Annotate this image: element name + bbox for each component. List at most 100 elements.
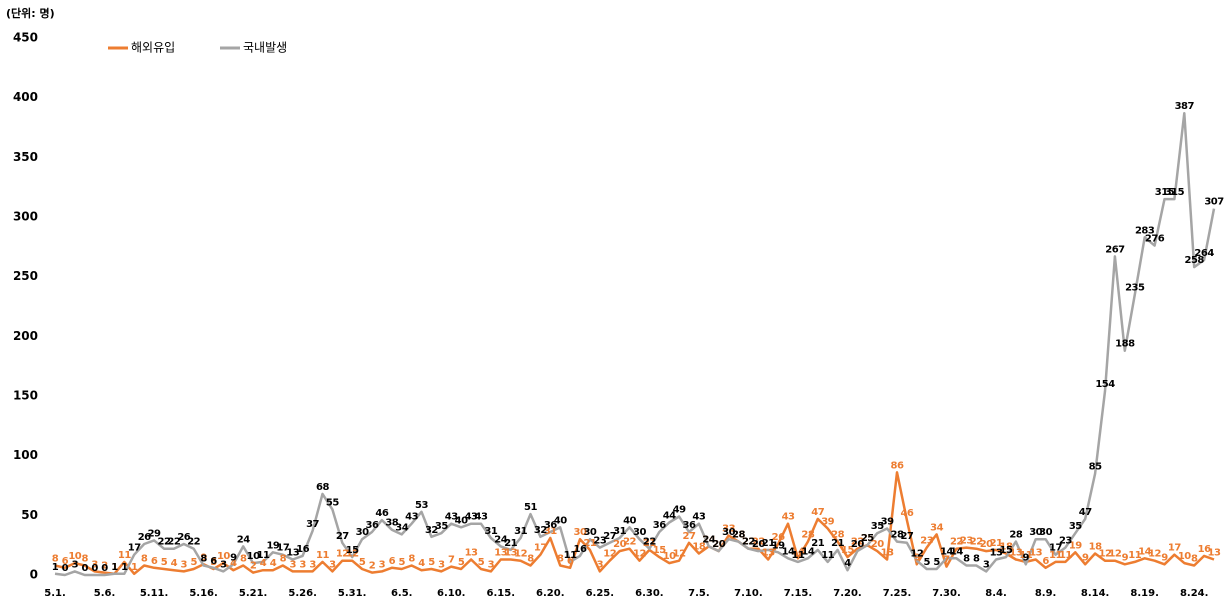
data-label: 12 [633,549,646,560]
data-label: 28 [1009,530,1022,541]
data-label: 3 [983,559,990,570]
data-label: 3 [379,559,386,570]
data-label: 21 [831,538,844,549]
data-label: 37 [306,519,319,530]
data-label: 31 [613,526,626,537]
data-label: 34 [930,522,943,533]
data-label: 188 [1115,339,1135,350]
series-line [54,471,1215,576]
data-label: 4 [260,558,267,569]
y-tick-label: 400 [13,90,38,104]
data-label: 13 [990,547,1003,558]
data-label: 8 [141,553,148,564]
data-label: 7 [448,555,455,566]
data-label: 28 [732,530,745,541]
data-label: 25 [861,533,874,544]
data-label: 235 [1125,283,1145,294]
y-tick-label: 250 [13,269,38,283]
y-tick-label: 150 [13,389,38,403]
data-label: 4 [270,558,277,569]
data-label: 5 [210,557,217,568]
y-tick-label: 100 [13,448,38,462]
data-label: 387 [1175,101,1195,112]
data-label: 10 [1178,551,1191,562]
data-label: 2 [101,561,108,572]
data-label: 20 [871,539,884,550]
data-label: 23 [1059,536,1072,547]
data-label: 6 [567,556,574,567]
x-tick-label: 7.5. [688,588,710,599]
data-label: 3 [329,559,336,570]
data-label: 27 [603,531,616,542]
data-label: 8 [81,553,88,564]
data-label: 23 [593,536,606,547]
x-tick-label: 5.11. [140,588,168,599]
data-label: 315 [1155,187,1175,198]
data-label: 4 [844,558,851,569]
data-label: 26 [138,532,151,543]
data-label: 36 [683,520,696,531]
data-label: 11 [316,550,329,561]
data-label: 30 [583,527,596,538]
data-label: 8 [973,553,980,564]
data-label: 40 [623,515,636,526]
data-label: 4 [418,558,425,569]
data-label: 30 [633,527,646,538]
data-label: 40 [455,515,468,526]
data-label: 29 [148,528,161,539]
data-label: 40 [554,515,567,526]
data-label: 9 [1122,552,1129,563]
data-label: 5 [923,557,930,568]
data-label: 31 [514,526,527,537]
data-label: 12 [1148,549,1161,560]
data-label: 35 [435,521,448,532]
data-label: 12 [673,549,686,560]
data-label: 11 [1049,550,1062,561]
data-label: 13 [1029,547,1042,558]
data-label: 47 [811,507,824,518]
data-label: 2 [369,561,376,572]
data-label: 7 [943,555,950,566]
data-label: 5 [478,557,485,568]
data-label: 12 [346,549,359,560]
data-label: 8 [557,553,564,564]
y-tick-label: 350 [13,150,38,164]
x-tick-label: 6.10. [437,588,465,599]
data-label: 18 [1000,542,1013,553]
data-label: 33 [722,524,735,535]
data-label: 23 [920,536,933,547]
data-label: 6 [210,556,217,567]
data-label: 3 [438,559,445,570]
x-tick-label: 8.4. [985,588,1007,599]
data-label: 24 [702,534,715,545]
data-label: 315 [1165,187,1185,198]
x-tick-label: 5.31. [338,588,366,599]
data-label: 14 [950,546,963,557]
data-label: 27 [336,531,349,542]
x-tick-label: 5.6. [94,588,116,599]
x-tick-label: 5.21. [239,588,267,599]
data-label: 46 [900,508,913,519]
data-label: 20 [980,539,993,550]
data-label: 13 [286,547,299,558]
data-label: 8 [1191,553,1198,564]
data-label: 12 [1099,549,1112,560]
data-label: 35 [871,521,884,532]
data-label: 36 [366,520,379,531]
data-label: 15 [841,545,854,556]
data-label: 5 [458,557,465,568]
data-label: 11 [257,550,270,561]
data-label: 3 [72,559,79,570]
data-label: 86 [891,460,904,471]
data-label: 14 [791,546,804,557]
data-label: 0 [101,563,108,574]
data-label: 43 [445,512,458,523]
data-label: 16 [574,544,587,555]
data-label: 9 [1161,552,1168,563]
data-label: 21 [583,538,596,549]
x-tick-label: 5.26. [288,588,316,599]
data-label: 3 [290,559,297,570]
x-tick-label: 7.20. [833,588,861,599]
data-label: 3 [488,559,495,570]
data-label: 12 [336,549,349,560]
